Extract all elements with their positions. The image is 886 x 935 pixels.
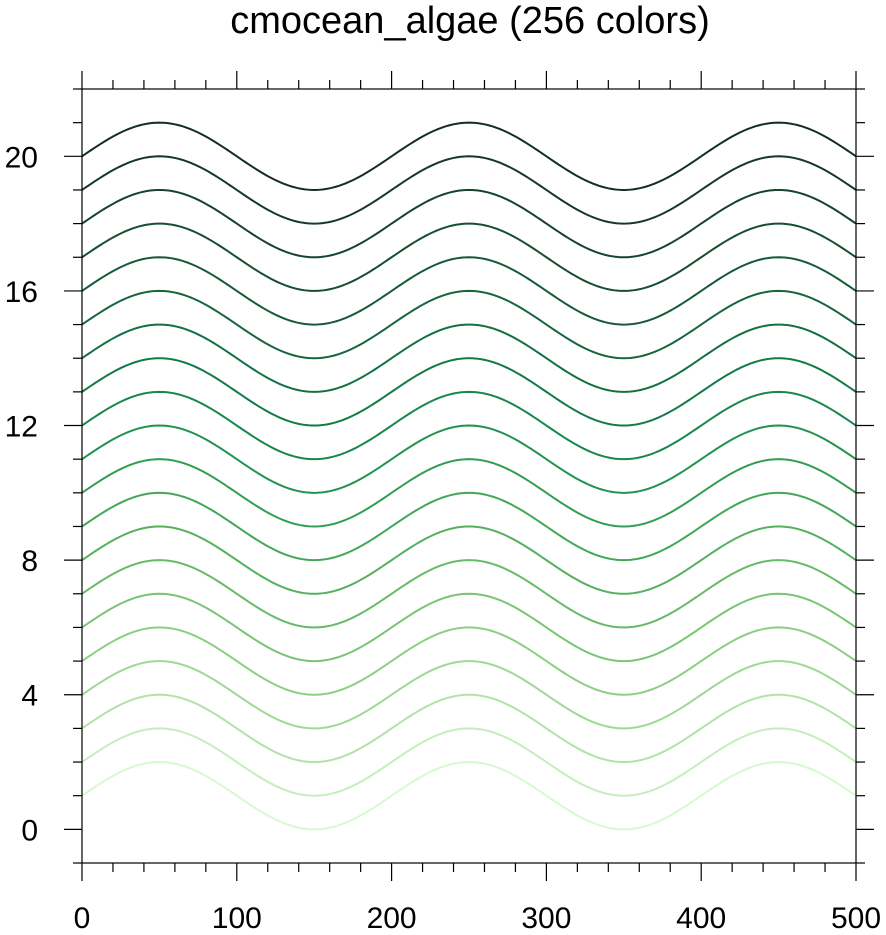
chart-title: cmocean_algae (256 colors): [230, 0, 710, 42]
series-line-1: [81, 761, 857, 831]
series-line-6: [81, 592, 857, 663]
y-tick-label: 16: [5, 276, 38, 309]
y-tick-label: 12: [5, 411, 38, 444]
x-tick-label: 0: [74, 902, 91, 935]
series-line-15: [81, 289, 857, 360]
series-line-8: [81, 525, 857, 595]
series-line-19: [81, 155, 857, 225]
y-tick-label: 8: [21, 545, 38, 578]
series-line-3: [81, 693, 857, 764]
series-line-18: [81, 188, 857, 259]
y-tick-label: 4: [21, 680, 38, 713]
series-line-9: [81, 491, 857, 562]
series-line-11: [81, 424, 857, 494]
series-line-12: [81, 390, 857, 461]
x-tick-label: 500: [831, 902, 881, 935]
y-tick-label: 0: [21, 814, 38, 847]
plot-frame: [81, 88, 857, 864]
series-line-7: [81, 559, 857, 629]
x-tick-label: 300: [521, 902, 571, 935]
series-line-16: [81, 256, 857, 326]
curves-group: [81, 121, 857, 831]
series-line-20: [81, 121, 857, 191]
series-line-10: [81, 458, 857, 528]
series-line-2: [81, 727, 857, 797]
series-line-4: [81, 660, 857, 730]
axes-group: 0 100 200 300 400 500 0 4 8 12 16 20: [5, 71, 881, 935]
series-line-17: [81, 222, 857, 292]
y-tick-label: 20: [5, 141, 38, 174]
series-line-14: [81, 323, 857, 393]
series-line-5: [81, 626, 857, 696]
series-line-13: [81, 357, 857, 427]
x-tick-label: 400: [676, 902, 726, 935]
x-tick-label: 200: [367, 902, 417, 935]
x-tick-label: 100: [212, 902, 262, 935]
